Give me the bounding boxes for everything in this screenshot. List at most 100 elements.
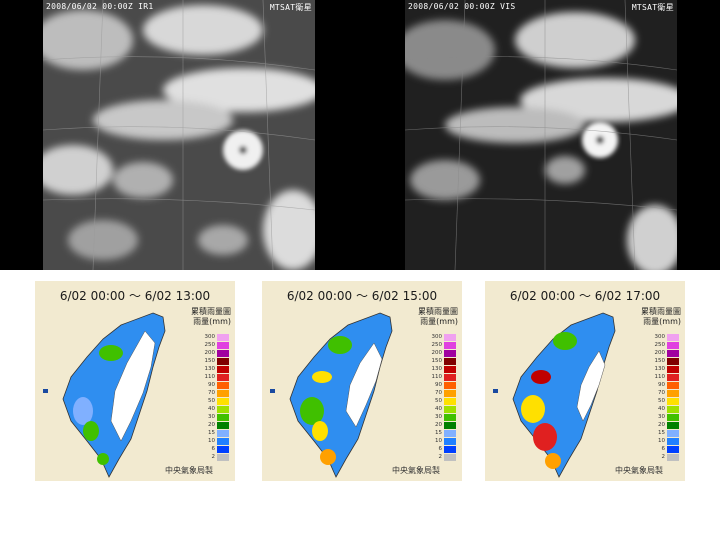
legend-swatch — [217, 341, 229, 349]
legend-swatch — [217, 381, 229, 389]
legend-swatch — [667, 365, 679, 373]
legend-title: 累積雨量圖 雨量(mm) — [641, 307, 681, 326]
rainfall-legend-scale: 300 250 200 150 130 110 90 70 50 40 30 20 15 10 6 2 — [651, 333, 681, 461]
legend-level: 200 — [428, 349, 458, 357]
legend-swatch — [444, 405, 456, 413]
legend-swatch — [444, 373, 456, 381]
legend-level-label: 40 — [435, 406, 442, 412]
legend-level: 40 — [201, 405, 231, 413]
legend-swatch — [667, 389, 679, 397]
legend-swatch — [667, 429, 679, 437]
legend-swatch — [667, 397, 679, 405]
legend-level-label: 150 — [431, 358, 443, 364]
legend-swatch — [444, 381, 456, 389]
legend-level: 300 — [201, 333, 231, 341]
rainfall-panel-title: 6/02 00:00 ～ 6/02 13:00 — [59, 289, 211, 303]
legend-level-label: 70 — [208, 390, 215, 396]
legend-level-label: 10 — [658, 438, 665, 444]
legend-swatch — [217, 405, 229, 413]
legend-swatch — [217, 437, 229, 445]
legend-title: 累積雨量圖 雨量(mm) — [418, 307, 458, 326]
legend-level-label: 300 — [654, 334, 666, 340]
satellite-vis-sat-name: MTSAT衛星 — [631, 3, 674, 12]
legend-level: 250 — [201, 341, 231, 349]
legend-level-label: 20 — [208, 422, 215, 428]
legend-level: 130 — [651, 365, 681, 373]
credit-label: 中央氣象局製 — [392, 466, 440, 475]
legend-level: 6 — [428, 445, 458, 453]
legend-level: 30 — [428, 413, 458, 421]
legend-swatch — [217, 389, 229, 397]
legend-swatch — [667, 453, 679, 461]
legend-level-label: 15 — [208, 430, 215, 436]
legend-level: 130 — [428, 365, 458, 373]
legend-level: 50 — [428, 397, 458, 405]
legend-level: 300 — [651, 333, 681, 341]
legend-swatch — [217, 373, 229, 381]
legend-level: 150 — [428, 357, 458, 365]
legend-level-label: 15 — [658, 430, 665, 436]
legend-level-label: 250 — [431, 342, 443, 348]
legend-level-label: 2 — [438, 454, 443, 460]
rainfall-legend-scale: 300 250 200 150 130 110 90 70 50 40 30 20 15 10 6 2 — [428, 333, 458, 461]
legend-swatch — [667, 421, 679, 429]
legend-level-label: 50 — [658, 398, 665, 404]
rainfall-panel-2: 6/02 00:00 ～ 6/02 15:00 累積雨量圖 雨量(mm) 300 2… — [262, 281, 462, 481]
legend-level: 6 — [651, 445, 681, 453]
legend-swatch — [667, 445, 679, 453]
legend-level: 90 — [428, 381, 458, 389]
legend-swatch — [667, 357, 679, 365]
legend-swatch — [667, 349, 679, 357]
credit-label: 中央氣象局製 — [615, 466, 663, 475]
legend-swatch — [667, 333, 679, 341]
legend-level-label: 50 — [435, 398, 442, 404]
legend-swatch — [217, 357, 229, 365]
legend-swatch — [667, 437, 679, 445]
legend-level-label: 300 — [204, 334, 216, 340]
satellite-vis-label: 2008/06/02 00:00Z VIS — [408, 2, 516, 11]
legend-level: 110 — [428, 373, 458, 381]
legend-level-label: 110 — [654, 374, 666, 380]
legend-level-label: 50 — [208, 398, 215, 404]
legend-level: 20 — [201, 421, 231, 429]
legend-level: 200 — [651, 349, 681, 357]
legend-level-label: 90 — [208, 382, 215, 388]
rainfall-panel-3: 6/02 00:00 ～ 6/02 17:00 累積雨量圖 雨量(mm) 300 2… — [485, 281, 685, 481]
legend-swatch — [444, 453, 456, 461]
legend-swatch — [444, 437, 456, 445]
rainfall-legend-scale: 300 250 200 150 130 110 90 70 50 40 30 20 15 10 6 2 — [201, 333, 231, 461]
legend-level: 20 — [651, 421, 681, 429]
legend-level: 40 — [651, 405, 681, 413]
legend-level: 150 — [201, 357, 231, 365]
legend-swatch — [217, 333, 229, 341]
legend-level-label: 110 — [431, 374, 443, 380]
legend-swatch — [444, 421, 456, 429]
legend-level: 70 — [428, 389, 458, 397]
legend-swatch — [444, 445, 456, 453]
legend-swatch — [217, 421, 229, 429]
legend-level-label: 300 — [431, 334, 443, 340]
taiwan-rainfall-map — [43, 312, 166, 478]
rainfall-panel-title: 6/02 00:00 ～ 6/02 15:00 — [286, 289, 438, 303]
legend-swatch — [667, 405, 679, 413]
legend-swatch — [444, 413, 456, 421]
legend-swatch — [217, 365, 229, 373]
legend-level-label: 200 — [654, 350, 666, 356]
legend-level: 30 — [201, 413, 231, 421]
legend-swatch — [667, 413, 679, 421]
legend-level-label: 6 — [438, 446, 443, 452]
legend-level-label: 40 — [658, 406, 665, 412]
legend-level: 10 — [651, 437, 681, 445]
legend-swatch — [444, 341, 456, 349]
legend-level: 250 — [428, 341, 458, 349]
legend-level-label: 150 — [654, 358, 666, 364]
legend-swatch — [217, 349, 229, 357]
legend-level: 2 — [428, 453, 458, 461]
legend-level-label: 40 — [208, 406, 215, 412]
legend-level: 90 — [651, 381, 681, 389]
legend-swatch — [444, 365, 456, 373]
legend-level-label: 90 — [435, 382, 442, 388]
legend-swatch — [217, 445, 229, 453]
legend-level: 6 — [201, 445, 231, 453]
legend-swatch — [217, 429, 229, 437]
